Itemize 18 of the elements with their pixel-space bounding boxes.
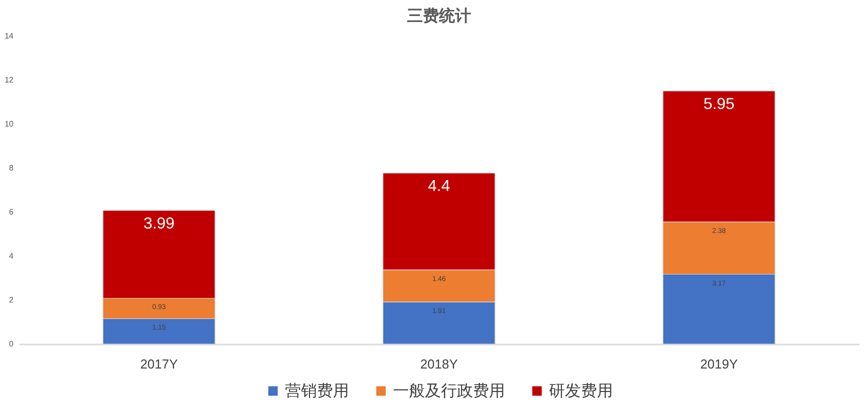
data-label: 4.4 — [428, 178, 450, 196]
legend-label: 研发费用 — [549, 382, 613, 400]
y-tick-label: 12 — [4, 76, 14, 84]
y-tick-label: 0 — [9, 340, 14, 348]
y-tick-label: 2 — [9, 296, 14, 304]
chart-title: 三费统计 — [407, 7, 471, 25]
legend-label: 一般及行政费用 — [393, 382, 505, 400]
data-label: 3.99 — [143, 215, 175, 232]
y-tick-label: 4 — [9, 252, 14, 260]
x-tick-label: 2017Y — [140, 356, 178, 372]
y-tick-label: 8 — [9, 164, 14, 172]
y-tick-label: 10 — [4, 120, 14, 128]
y-tick-label: 6 — [9, 208, 14, 216]
y-tick-label: 14 — [4, 32, 14, 40]
data-label: 5.95 — [703, 96, 735, 113]
legend-label: 营销费用 — [285, 382, 349, 400]
x-tick-label: 2019Y — [700, 356, 738, 372]
x-tick-label: 2018Y — [420, 356, 458, 372]
